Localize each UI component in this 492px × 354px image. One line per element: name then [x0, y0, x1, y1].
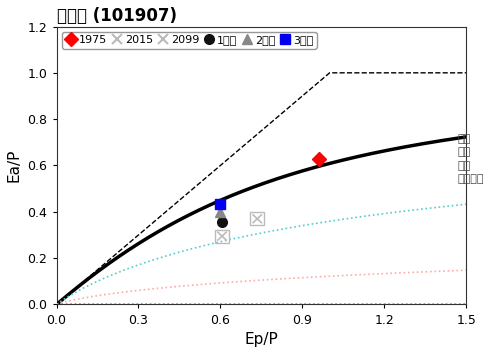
Text: 굴포천 (101907): 굴포천 (101907) — [57, 7, 177, 25]
Text: 나쁨: 나쁨 — [458, 161, 471, 171]
Legend: 1975, 2015, 2099, 1단계, 2단계, 3단계: 1975, 2015, 2099, 1단계, 2단계, 3단계 — [62, 32, 316, 49]
X-axis label: Ep/P: Ep/P — [245, 332, 278, 347]
Bar — [250, 212, 264, 225]
Text: 보통: 보통 — [458, 147, 471, 157]
Text: 매우나쁨: 매우나쁨 — [458, 174, 485, 184]
Y-axis label: Ea/P: Ea/P — [7, 149, 22, 182]
Text: 좋음: 좋음 — [458, 134, 471, 144]
Bar — [215, 230, 229, 242]
